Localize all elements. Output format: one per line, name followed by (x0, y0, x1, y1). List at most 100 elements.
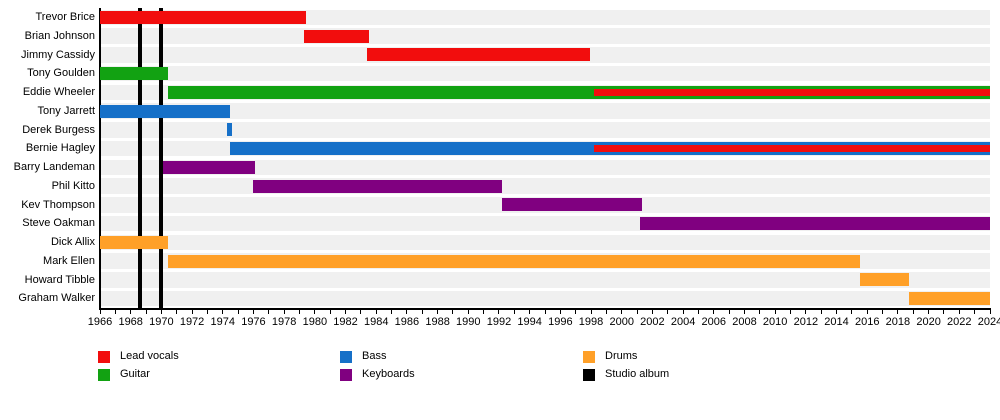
row-band (100, 234, 990, 251)
x-axis-tick (391, 308, 393, 314)
timeline-overlay-lead-vocals (594, 145, 990, 153)
timeline-bar-keyboards (502, 198, 642, 212)
x-axis-tick (99, 308, 101, 314)
x-axis-tick (222, 308, 224, 314)
x-axis-tick-label: 2004 (670, 316, 696, 328)
x-axis-tick (974, 308, 976, 314)
x-axis-tick-label: 2008 (732, 316, 757, 328)
member-label: Trevor Brice (35, 11, 96, 23)
row-band (100, 28, 990, 44)
x-axis-tick (697, 308, 699, 314)
x-axis-tick-label: 1978 (271, 316, 297, 328)
x-axis-tick-label: 2016 (854, 316, 880, 328)
x-axis-tick-label: 2000 (609, 316, 634, 328)
member-label: Barry Landeman (13, 161, 95, 173)
x-axis-tick-label: 1988 (425, 316, 450, 328)
legend-swatch-guitar (98, 369, 110, 381)
x-axis-tick-label: 1974 (210, 316, 235, 328)
x-axis-tick-label: 1972 (179, 316, 205, 328)
x-axis-tick (928, 308, 930, 314)
legend-swatch-keyboards (340, 369, 352, 381)
legend-label-studio-album: Studio album (605, 368, 670, 380)
legend-label-bass: Bass (362, 350, 387, 362)
x-axis-tick (820, 308, 822, 314)
x-axis-tick (759, 308, 761, 314)
timeline-bar-lead-vocals (367, 48, 590, 62)
member-label: Steve Oakman (22, 217, 95, 230)
timeline-bar-drums (859, 273, 909, 287)
x-axis-tick-label: 1992 (486, 316, 512, 328)
x-axis-tick (667, 308, 669, 314)
timeline-overlay-lead-vocals (594, 88, 990, 96)
member-label: Mark Ellen (43, 254, 95, 267)
x-axis-tick (912, 308, 914, 314)
x-axis-tick (621, 308, 623, 314)
x-axis-tick (176, 308, 178, 314)
row-band (100, 290, 990, 307)
x-axis-tick-label: 1970 (149, 316, 174, 328)
member-label: Tony Jarrett (37, 104, 95, 117)
x-axis-tick-label: 1976 (241, 316, 266, 328)
legend-swatch-lead-vocals (98, 351, 110, 363)
timeline-bar-keyboards (162, 160, 255, 174)
x-axis-tick (836, 308, 838, 314)
x-axis-tick-label: 2012 (793, 316, 819, 328)
member-label: Bernie Hagley (25, 142, 95, 155)
timeline-bar-keyboards (640, 217, 990, 231)
x-axis-tick-label: 1994 (517, 316, 542, 328)
member-label: Eddie Wheeler (22, 86, 95, 98)
x-axis-tick-label: 2010 (762, 316, 788, 328)
member-label: Kev Thompson (21, 198, 95, 211)
timeline-bar-drums (167, 254, 860, 268)
x-axis-tick-label: 2020 (916, 316, 941, 328)
x-axis-tick-label: 1990 (456, 316, 481, 328)
x-axis-tick (114, 308, 116, 314)
legend-swatch-studio-album (583, 369, 595, 381)
x-axis-tick (145, 308, 147, 314)
x-axis-tick (989, 308, 991, 314)
x-axis-tick (590, 308, 592, 314)
x-axis-tick (805, 308, 807, 314)
x-axis-tick-label: 1982 (333, 316, 358, 328)
x-axis-tick (191, 308, 193, 314)
x-axis-tick-label: 1996 (548, 316, 573, 328)
legend-label-guitar: Guitar (120, 368, 150, 380)
x-axis-tick-label: 2006 (701, 316, 727, 328)
x-axis-tick (866, 308, 868, 314)
x-axis-tick (958, 308, 960, 314)
x-axis-tick (882, 308, 884, 314)
x-axis-tick (513, 308, 515, 314)
x-axis-tick (406, 308, 408, 314)
x-axis-tick-label: 1986 (394, 316, 420, 328)
row-band (100, 65, 990, 82)
x-axis-tick-label: 2018 (885, 316, 911, 328)
member-label: Phil Kitto (51, 179, 95, 192)
x-axis-tick (483, 308, 485, 314)
x-axis-tick (851, 308, 853, 314)
timeline-bar-lead-vocals (304, 29, 369, 43)
x-axis-tick-label: 2024 (977, 316, 1000, 328)
legend-label-drums: Drums (605, 350, 638, 362)
plot-left-border (99, 8, 101, 308)
legend-label-keyboards: Keyboards (362, 368, 415, 380)
x-axis-tick (575, 308, 577, 314)
x-axis-tick (605, 308, 607, 314)
legend-label-lead-vocals: Lead vocals (120, 350, 179, 362)
x-axis-tick (360, 308, 362, 314)
x-axis-tick-label: 2014 (824, 316, 849, 328)
x-axis-tick (452, 308, 454, 314)
legend-swatch-drums (583, 351, 595, 363)
x-axis-tick (160, 308, 162, 314)
row-band (100, 103, 990, 119)
member-label: Dick Allix (50, 236, 95, 248)
x-axis-tick (943, 308, 945, 314)
x-axis-tick (437, 308, 439, 314)
x-axis-tick (252, 308, 254, 314)
x-axis-tick (314, 308, 316, 314)
timeline-bar-keyboards (253, 179, 503, 193)
legend-swatch-bass (340, 351, 352, 363)
x-axis-tick (283, 308, 285, 314)
row-band (100, 9, 990, 26)
x-axis-tick (298, 308, 300, 314)
